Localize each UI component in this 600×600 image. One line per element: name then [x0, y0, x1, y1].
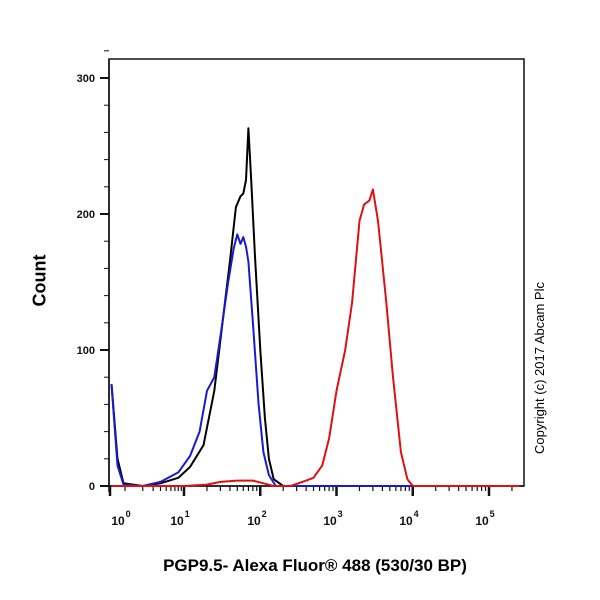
histogram-series-1: [110, 233, 413, 487]
x-tick-label: 105: [475, 509, 494, 528]
series-group: [110, 127, 520, 487]
copyright-notice: Copyright (c) 2017 Abcam Plc: [532, 282, 547, 454]
x-axis-label: PGP9.5- Alexa Fluor® 488 (530/30 BP): [163, 556, 467, 575]
plot-frame: [108, 58, 525, 487]
y-tick-label: 200: [77, 209, 95, 221]
x-axis: 100 101 102 103 104 105: [108, 485, 524, 528]
x-tick-label: 103: [323, 509, 342, 528]
x-tick-label: 100: [111, 509, 130, 528]
y-tick-label: 300: [77, 73, 95, 85]
histogram-series-0: [110, 127, 413, 487]
y-axis-label: Count: [29, 254, 50, 307]
x-tick-label: 101: [170, 509, 189, 528]
y-tick-label: 0: [89, 481, 95, 493]
histogram-series-2: [111, 188, 520, 487]
x-tick-label: 104: [399, 509, 418, 528]
y-axis: 300 200 100 0: [77, 50, 110, 493]
x-tick-label: 102: [247, 509, 266, 528]
y-tick-label: 100: [77, 345, 95, 357]
